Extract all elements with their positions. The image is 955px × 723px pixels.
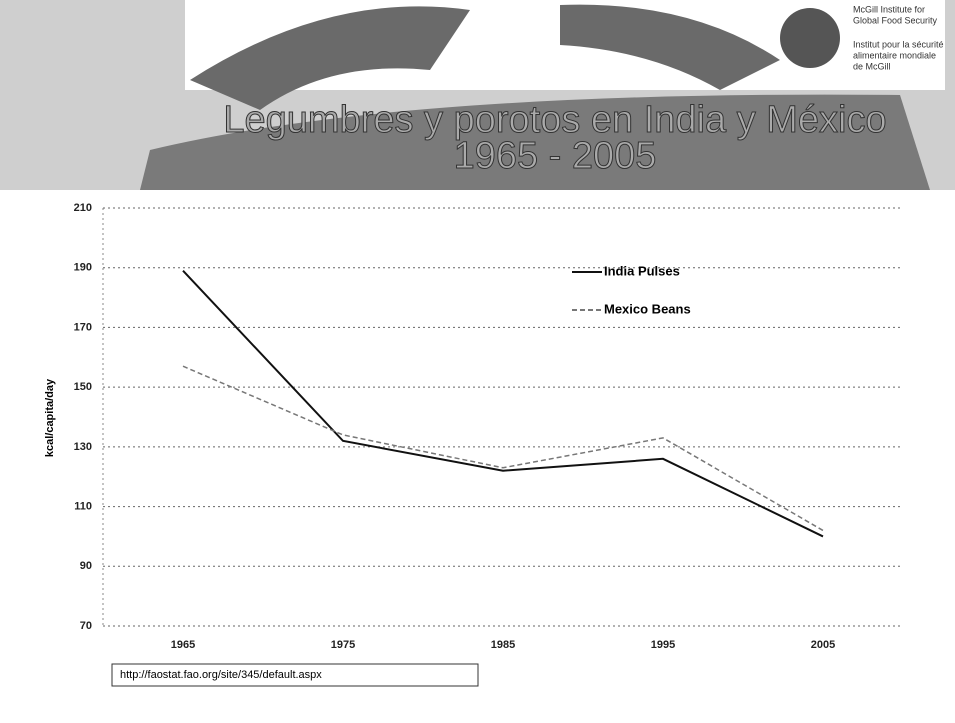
logo-line: Global Food Security — [853, 15, 938, 25]
chart-subtitle: 1965 - 2005 — [454, 135, 657, 177]
y-tick-label: 110 — [74, 500, 92, 512]
x-tick-label: 1975 — [331, 639, 355, 651]
banner-shape — [560, 4, 780, 90]
logo-line: Institut pour la sécurité — [853, 39, 944, 49]
logo-line: de McGill — [853, 61, 891, 71]
series-line — [182, 270, 824, 538]
y-tick-label: 70 — [80, 620, 92, 632]
logo-line: McGill Institute for — [853, 4, 925, 14]
legend-label: Mexico Beans — [604, 301, 691, 316]
banner-shape — [140, 94, 930, 190]
source: http://faostat.fao.org/site/345/default.… — [120, 669, 322, 681]
chart-title: Legumbres y porotos en India y México — [223, 99, 886, 141]
series-line — [182, 365, 824, 532]
y-tick-label: 90 — [80, 560, 92, 572]
y-tick-label: 210 — [74, 202, 92, 214]
y-tick-label: 130 — [74, 441, 92, 453]
y-tick-label: 190 — [74, 262, 92, 274]
logo-globe — [780, 8, 840, 68]
y-tick-label: 170 — [74, 321, 92, 333]
x-tick-label: 1965 — [171, 639, 195, 651]
x-tick-label: 1995 — [651, 639, 675, 651]
banner-shape — [190, 6, 470, 110]
logo-line: alimentaire mondiale — [853, 50, 936, 60]
x-tick-label: 1985 — [491, 639, 515, 651]
source-box — [111, 663, 479, 687]
x-tick-label: 2005 — [811, 639, 835, 651]
y-tick-label: 150 — [74, 381, 92, 393]
logo-text: McGill Institute for Global Food Securit… — [853, 4, 944, 71]
y-axis-label: kcal/capita/day — [44, 378, 56, 457]
legend-label: India Pulses — [604, 263, 680, 278]
